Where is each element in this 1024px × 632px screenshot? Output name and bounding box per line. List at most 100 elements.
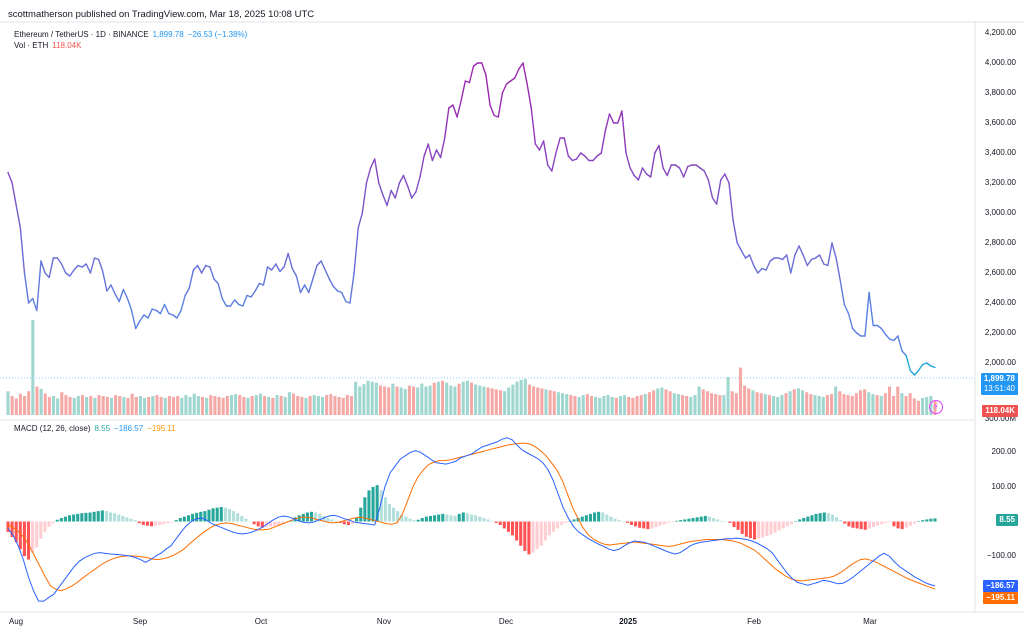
volume-bar bbox=[238, 395, 242, 415]
volume-bar bbox=[494, 389, 498, 415]
macd-hist-bar bbox=[453, 515, 457, 522]
price-segment bbox=[538, 140, 545, 151]
volume-bar bbox=[515, 381, 519, 415]
macd-hist-bar bbox=[510, 521, 515, 536]
price-segment bbox=[814, 254, 821, 259]
macd-hist-bar bbox=[806, 516, 810, 522]
price-segment bbox=[40, 260, 46, 274]
macd-hist-bar bbox=[929, 518, 933, 522]
price-segment bbox=[798, 245, 804, 256]
macd-hist-bar bbox=[367, 490, 371, 522]
volume-bar bbox=[449, 385, 453, 415]
volume-bar bbox=[242, 396, 246, 415]
macd-line bbox=[7, 437, 936, 602]
price-segment bbox=[402, 174, 409, 187]
macd-hist-bar bbox=[543, 521, 547, 541]
volume-bar bbox=[697, 386, 701, 415]
macd-hist-bar bbox=[457, 513, 461, 522]
macd-hist-bar bbox=[539, 521, 543, 546]
volume-bar bbox=[72, 397, 76, 415]
volume-bar bbox=[358, 386, 362, 415]
price-segment bbox=[439, 137, 446, 159]
last-price-tag: 1,899.78 13:51:40 bbox=[980, 373, 1018, 395]
macd-hist-bar bbox=[564, 521, 568, 523]
macd-hist-bar bbox=[502, 521, 506, 529]
volume-bar bbox=[18, 393, 22, 415]
macd-hist-bar bbox=[387, 504, 391, 522]
macd-hist-bar bbox=[851, 521, 855, 528]
macd-hist-bar bbox=[785, 521, 789, 527]
macd-hist-bar bbox=[617, 520, 621, 522]
volume-label: Vol · ETH bbox=[14, 41, 49, 50]
price-tick: 2,000.00 bbox=[984, 358, 1016, 367]
volume-bar bbox=[180, 397, 184, 415]
price-segment bbox=[662, 167, 668, 177]
macd-hist-bar bbox=[498, 521, 502, 525]
macd-hist-bar bbox=[670, 521, 675, 523]
price-segment bbox=[695, 164, 701, 169]
volume-bar bbox=[503, 391, 507, 415]
price-segment bbox=[73, 264, 79, 271]
macd-hist-bar bbox=[757, 521, 761, 539]
volume-bar bbox=[445, 382, 449, 415]
volume-bar bbox=[838, 391, 842, 415]
price-segment bbox=[126, 297, 133, 312]
price-segment bbox=[806, 258, 813, 267]
volume-bar bbox=[714, 394, 718, 415]
price-segment bbox=[353, 227, 359, 274]
macd-hist-bar bbox=[92, 511, 96, 522]
price-segment bbox=[444, 107, 450, 139]
price-segment bbox=[534, 143, 541, 151]
price-line bbox=[7, 62, 936, 376]
price-segment bbox=[530, 107, 537, 145]
macd-hist-bar bbox=[359, 507, 363, 522]
volume-bar bbox=[93, 397, 97, 415]
volume-bar bbox=[296, 396, 300, 415]
price-segment bbox=[15, 204, 22, 229]
volume-bar bbox=[171, 396, 176, 415]
price-segment bbox=[151, 308, 158, 312]
volume-bar bbox=[440, 380, 445, 415]
volume-bar bbox=[341, 397, 345, 415]
volume-bar bbox=[801, 390, 805, 415]
macd-hist-bar bbox=[437, 514, 441, 522]
volume-bar bbox=[453, 386, 457, 415]
macd-hist-bar bbox=[863, 521, 867, 530]
price-segment bbox=[633, 174, 640, 181]
macd-hist-bar bbox=[260, 521, 264, 528]
macd-hist-bar bbox=[519, 521, 523, 546]
volume-bar bbox=[821, 396, 825, 415]
macd-hist-bar bbox=[748, 521, 752, 539]
volume-bar bbox=[391, 383, 395, 415]
volume-bar bbox=[143, 397, 147, 415]
volume-bar bbox=[527, 384, 531, 415]
price-segment bbox=[790, 254, 796, 274]
lightning-icon[interactable]: ⚡ bbox=[929, 400, 943, 414]
price-tick: 3,600.00 bbox=[984, 118, 1016, 127]
volume-bar bbox=[618, 396, 623, 415]
volume-bar bbox=[627, 396, 631, 415]
volume-bar bbox=[196, 396, 200, 415]
price-segment bbox=[542, 140, 549, 166]
price-segment bbox=[423, 143, 429, 157]
price-segment bbox=[320, 260, 326, 271]
macd-hist-bar bbox=[859, 521, 863, 530]
volume-bar bbox=[320, 396, 325, 415]
macd-hist-bar bbox=[699, 516, 703, 522]
volume-bar bbox=[656, 388, 660, 415]
volume-bar bbox=[97, 395, 101, 415]
macd-hist-bar bbox=[433, 515, 437, 522]
price-segment bbox=[551, 152, 557, 172]
macd-hist-bar bbox=[236, 513, 240, 522]
price-segment bbox=[823, 263, 829, 267]
price-segment bbox=[921, 362, 928, 366]
volume-bar bbox=[532, 386, 536, 415]
volume-legend: Vol · ETH 118.04K bbox=[14, 41, 85, 50]
macd-hist-bar bbox=[621, 521, 625, 522]
volume-bar bbox=[709, 393, 714, 415]
macd-hist-bar bbox=[896, 521, 900, 529]
volume-bar bbox=[465, 380, 469, 415]
price-segment bbox=[452, 104, 458, 118]
price-segment bbox=[32, 297, 38, 312]
